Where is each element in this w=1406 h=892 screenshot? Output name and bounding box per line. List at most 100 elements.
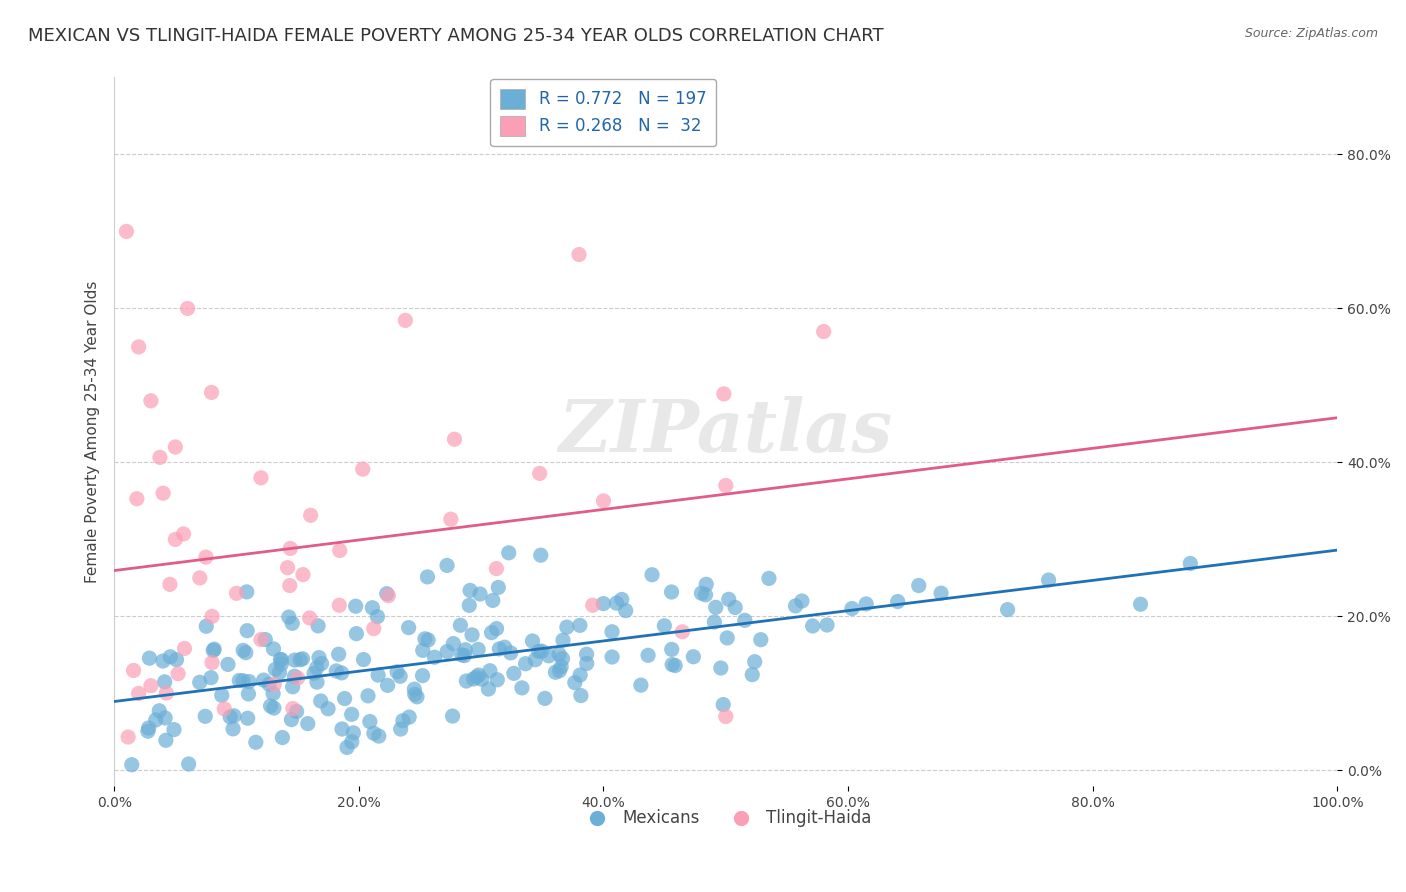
Mexicans bbox=[716, 631, 738, 645]
Mexicans bbox=[929, 586, 952, 600]
Tlingit-Haida bbox=[394, 313, 416, 327]
Mexicans bbox=[271, 731, 294, 745]
Mexicans bbox=[412, 643, 434, 657]
Mexicans bbox=[744, 655, 766, 669]
Mexicans bbox=[270, 657, 292, 672]
Mexicans bbox=[263, 641, 285, 656]
Mexicans bbox=[235, 646, 257, 660]
Text: ZIPatlas: ZIPatlas bbox=[558, 396, 893, 467]
Mexicans bbox=[682, 649, 704, 664]
Mexicans bbox=[551, 651, 574, 665]
Mexicans bbox=[600, 624, 623, 639]
Mexicans bbox=[269, 652, 291, 666]
Mexicans bbox=[305, 661, 328, 675]
Tlingit-Haida bbox=[165, 533, 187, 547]
Mexicans bbox=[610, 592, 633, 607]
Mexicans bbox=[471, 672, 494, 686]
Mexicans bbox=[283, 669, 305, 683]
Tlingit-Haida bbox=[194, 550, 217, 565]
Tlingit-Haida bbox=[263, 677, 285, 691]
Mexicans bbox=[695, 577, 717, 591]
Mexicans bbox=[155, 733, 177, 747]
Mexicans bbox=[481, 625, 503, 640]
Tlingit-Haida bbox=[139, 679, 162, 693]
Mexicans bbox=[1180, 557, 1202, 571]
Tlingit-Haida bbox=[225, 586, 247, 600]
Y-axis label: Female Poverty Among 25-34 Year Olds: Female Poverty Among 25-34 Year Olds bbox=[86, 280, 100, 582]
Mexicans bbox=[551, 633, 574, 648]
Mexicans bbox=[478, 664, 501, 678]
Mexicans bbox=[406, 690, 429, 704]
Mexicans bbox=[217, 657, 239, 672]
Tlingit-Haida bbox=[278, 541, 301, 556]
Mexicans bbox=[398, 621, 420, 635]
Mexicans bbox=[436, 644, 458, 658]
Tlingit-Haida bbox=[813, 325, 835, 339]
Mexicans bbox=[527, 644, 550, 658]
Mexicans bbox=[481, 593, 503, 607]
Mexicans bbox=[330, 722, 353, 736]
Tlingit-Haida bbox=[152, 486, 174, 500]
Mexicans bbox=[121, 757, 143, 772]
Mexicans bbox=[724, 600, 747, 615]
Mexicans bbox=[253, 673, 276, 687]
Mexicans bbox=[695, 588, 717, 602]
Mexicans bbox=[465, 670, 488, 684]
Tlingit-Haida bbox=[128, 340, 150, 354]
Mexicans bbox=[257, 677, 280, 691]
Mexicans bbox=[449, 618, 471, 632]
Mexicans bbox=[363, 726, 385, 740]
Mexicans bbox=[548, 664, 571, 678]
Mexicans bbox=[222, 708, 245, 723]
Mexicans bbox=[614, 604, 637, 618]
Mexicans bbox=[458, 599, 481, 613]
Mexicans bbox=[600, 650, 623, 665]
Tlingit-Haida bbox=[568, 247, 591, 261]
Tlingit-Haida bbox=[214, 702, 236, 716]
Mexicans bbox=[281, 680, 304, 694]
Mexicans bbox=[790, 594, 813, 608]
Mexicans bbox=[734, 613, 756, 627]
Tlingit-Haida bbox=[298, 611, 321, 625]
Tlingit-Haida bbox=[592, 494, 614, 508]
Mexicans bbox=[841, 601, 863, 615]
Tlingit-Haida bbox=[173, 527, 195, 541]
Mexicans bbox=[654, 619, 676, 633]
Mexicans bbox=[404, 682, 426, 697]
Tlingit-Haida bbox=[713, 387, 735, 401]
Mexicans bbox=[758, 571, 780, 585]
Mexicans bbox=[277, 610, 299, 624]
Mexicans bbox=[152, 654, 174, 668]
Mexicans bbox=[389, 722, 412, 736]
Mexicans bbox=[575, 647, 598, 661]
Mexicans bbox=[254, 632, 277, 647]
Mexicans bbox=[264, 662, 287, 676]
Tlingit-Haida bbox=[529, 467, 551, 481]
Mexicans bbox=[344, 626, 367, 640]
Tlingit-Haida bbox=[277, 560, 299, 574]
Mexicans bbox=[544, 665, 567, 680]
Mexicans bbox=[340, 735, 363, 749]
Mexicans bbox=[441, 637, 464, 651]
Mexicans bbox=[236, 624, 259, 638]
Mexicans bbox=[404, 687, 426, 701]
Tlingit-Haida bbox=[149, 450, 172, 465]
Mexicans bbox=[359, 714, 381, 729]
Mexicans bbox=[1129, 597, 1152, 611]
Tlingit-Haida bbox=[122, 664, 145, 678]
Mexicans bbox=[412, 668, 434, 682]
Mexicans bbox=[416, 570, 439, 584]
Mexicans bbox=[297, 716, 319, 731]
Mexicans bbox=[136, 724, 159, 739]
Tlingit-Haida bbox=[329, 543, 352, 558]
Mexicans bbox=[305, 675, 328, 690]
Mexicans bbox=[710, 661, 733, 675]
Mexicans bbox=[456, 673, 478, 688]
Mexicans bbox=[801, 619, 824, 633]
Mexicans bbox=[375, 587, 398, 601]
Mexicans bbox=[537, 648, 560, 663]
Mexicans bbox=[522, 634, 544, 648]
Mexicans bbox=[717, 592, 740, 607]
Mexicans bbox=[236, 711, 259, 725]
Mexicans bbox=[477, 681, 499, 696]
